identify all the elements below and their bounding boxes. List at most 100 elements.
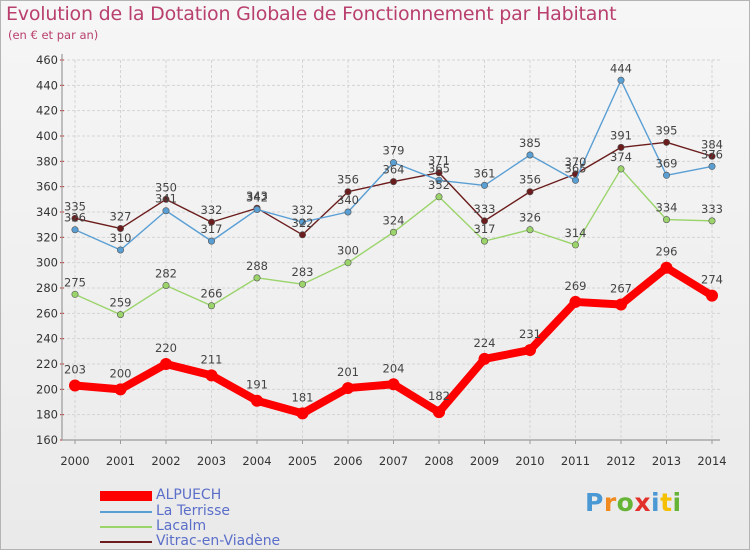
data-label-alpuech-2005: 181 [292,390,314,404]
data-label-alpuech-2002: 220 [155,341,177,355]
point-alpuech-2012 [615,298,627,311]
point-lacalm-2007 [389,228,397,236]
data-label-la-terrisse-2003: 317 [201,222,223,236]
legend-label-vitrac: Vitrac-en-Viadène [156,533,281,549]
data-label-la-terrisse-2000: 326 [64,211,86,225]
data-label-alpuech-2000: 203 [64,363,86,377]
y-tick-label-220: 220 [36,357,58,371]
data-label-vitrac-en-viadene-2010: 356 [519,173,541,187]
x-tick-label-2002: 2002 [151,454,180,468]
data-label-la-terrisse-2001: 310 [110,231,132,245]
y-tick-label-460: 460 [36,53,58,67]
proxiti-logo: Proxiti [585,488,682,517]
data-label-vitrac-en-viadene-2004: 343 [246,189,268,203]
data-label-vitrac-en-viadene-2012: 391 [610,128,632,142]
data-label-la-terrisse-2006: 340 [337,193,359,207]
point-vitrac-en-viadene-2007 [389,178,397,186]
point-lacalm-2005 [298,280,306,288]
data-label-vitrac-en-viadene-2006: 356 [337,173,359,187]
data-label-la-terrisse-2013: 369 [656,156,678,170]
point-alpuech-2009 [478,352,491,365]
y-tick-label-240: 240 [36,332,58,346]
legend-swatch-vitrac [100,541,152,543]
data-label-alpuech-2014: 274 [701,273,723,287]
data-label-alpuech-2007: 204 [383,361,405,375]
point-lacalm-2006 [344,259,352,267]
point-lacalm-2010 [526,226,534,234]
data-label-la-terrisse-2009: 361 [474,166,496,180]
data-label-la-terrisse-2002: 341 [155,192,177,206]
point-la-terrisse-2005 [298,218,306,226]
legend-swatch-alpuech [100,491,152,501]
data-label-lacalm-2007: 324 [383,213,405,227]
point-lacalm-2004 [253,274,261,282]
point-la-terrisse-2000 [71,226,79,234]
y-tick-label-420: 420 [36,104,58,118]
data-label-vitrac-en-viadene-2003: 332 [201,203,223,217]
data-label-alpuech-2004: 191 [246,378,268,392]
x-tick-label-2009: 2009 [470,454,499,468]
x-tick-label-2011: 2011 [561,454,590,468]
point-lacalm-2012 [617,165,625,173]
point-alpuech-2001 [114,383,127,396]
data-label-la-terrisse-2004: 342 [246,190,268,204]
x-tick-label-2007: 2007 [379,454,408,468]
data-label-vitrac-en-viadene-2011: 370 [565,155,587,169]
y-tick-label-400: 400 [36,129,58,143]
data-labels: 335 327 350 332 343 322 356 364 371 333 356 370 391 3… [64,61,723,404]
legend-swatch-la-terrisse [100,511,152,513]
point-vitrac-en-viadene-2013 [662,138,670,146]
data-label-la-terrisse-2008: 365 [428,161,450,175]
x-tick-label-2003: 2003 [197,454,226,468]
point-alpuech-2006 [342,382,354,395]
data-label-alpuech-2011: 269 [565,279,587,293]
point-vitrac-en-viadene-2010 [526,188,534,196]
point-vitrac-en-viadene-2001 [117,224,125,232]
point-lacalm-2008 [435,193,443,201]
x-tick-label-2012: 2012 [606,454,635,468]
legend-label-alpuech: ALPUECH [156,487,222,503]
point-alpuech-2002 [160,358,172,370]
series-lines [69,76,718,420]
data-label-lacalm-2009: 317 [474,222,496,236]
point-vitrac-en-viadene-2008 [435,169,443,177]
x-tick-label-2005: 2005 [288,454,317,468]
x-tick-label-2004: 2004 [242,454,271,468]
logo-letter: i [672,488,682,517]
point-vitrac-en-viadene-2012 [617,143,625,151]
point-lacalm-2014 [708,217,716,225]
point-vitrac-en-viadene-2002 [162,195,170,203]
data-label-vitrac-en-viadene-2005: 322 [292,216,314,230]
data-label-la-terrisse-2005: 332 [292,203,314,217]
point-lacalm-2000 [71,290,79,298]
legend-label-lacalm: Lacalm [156,518,207,534]
y-tick-label-260: 260 [36,306,58,320]
point-la-terrisse-2006 [344,208,352,216]
data-label-lacalm-2013: 334 [656,201,678,215]
data-label-lacalm-2014: 333 [701,202,723,216]
data-label-lacalm-2005: 283 [292,265,314,279]
point-la-terrisse-2007 [389,159,397,167]
chart-title: Evolution de la Dotation Globale de Fonc… [6,3,617,25]
data-label-alpuech-2008: 182 [428,389,450,403]
point-alpuech-2008 [433,406,445,419]
x-tick-label-2014: 2014 [697,454,726,468]
data-label-lacalm-2001: 259 [110,296,132,310]
y-tick-label-360: 360 [36,180,58,194]
data-label-vitrac-en-viadene-2007: 364 [383,163,405,177]
data-label-vitrac-en-viadene-2000: 335 [64,199,86,213]
data-label-vitrac-en-viadene-2002: 350 [155,180,177,194]
point-vitrac-en-viadene-2000 [71,214,79,222]
legend-label-la-terrisse: La Terrisse [156,503,230,519]
chart-subtitle: (en € et par an) [8,28,99,42]
x-tick-label-2006: 2006 [333,454,362,468]
data-label-lacalm-2003: 266 [201,287,223,301]
logo-letter: x [634,488,651,517]
y-tick-label-160: 160 [36,433,58,447]
point-la-terrisse-2001 [117,246,125,254]
y-tick-label-180: 180 [36,408,58,422]
logo-letter: o [616,488,635,517]
point-la-terrisse-2002 [162,207,170,215]
point-alpuech-2000 [69,379,81,392]
point-lacalm-2013 [662,216,670,224]
